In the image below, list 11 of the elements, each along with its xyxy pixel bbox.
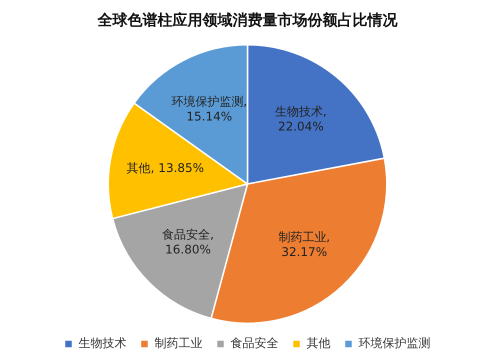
data-label: 环境保护监测, 15.14% bbox=[171, 94, 248, 124]
legend-label: 环境保护监测 bbox=[358, 336, 430, 350]
data-label: 生物技术, 22.04% bbox=[274, 104, 327, 134]
data-label: 其他, 13.85% bbox=[126, 160, 204, 175]
data-label: 食品安全, 16.80% bbox=[162, 227, 214, 256]
legend-label: 食品安全 bbox=[230, 336, 278, 350]
chart-title: 全球色谱柱应用领域消费量市场份额占比情况 bbox=[96, 10, 398, 29]
data-label: 制药工业, 32.17% bbox=[278, 230, 330, 259]
legend-label: 其他 bbox=[306, 336, 330, 350]
legend-label: 生物技术 bbox=[78, 336, 126, 350]
legend-label: 制药工业 bbox=[154, 336, 202, 350]
